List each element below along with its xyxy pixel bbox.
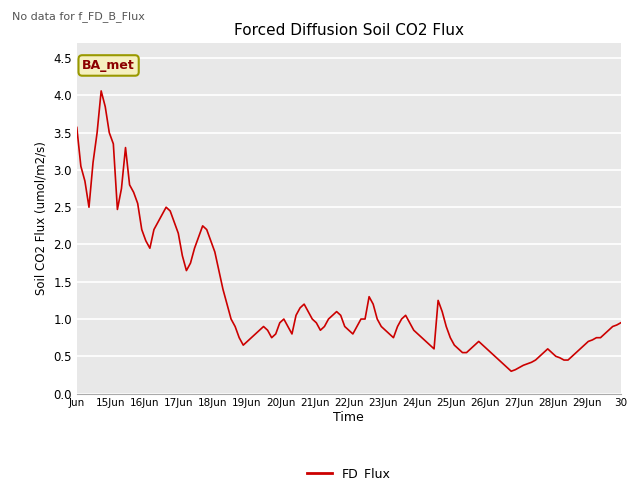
Text: No data for f_FD_B_Flux: No data for f_FD_B_Flux (12, 11, 145, 22)
Legend: FD_Flux: FD_Flux (302, 462, 396, 480)
Title: Forced Diffusion Soil CO2 Flux: Forced Diffusion Soil CO2 Flux (234, 23, 464, 38)
X-axis label: Time: Time (333, 411, 364, 424)
Text: BA_met: BA_met (82, 59, 135, 72)
Y-axis label: Soil CO2 Flux (umol/m2/s): Soil CO2 Flux (umol/m2/s) (35, 142, 48, 295)
